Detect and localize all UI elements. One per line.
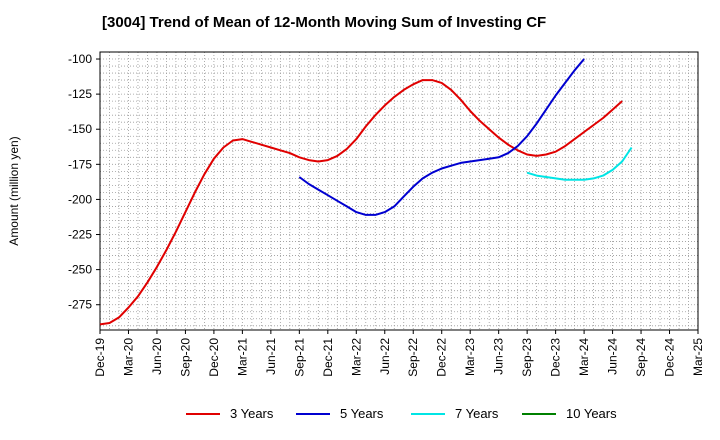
x-tick-label: Mar-21 <box>235 338 249 376</box>
y-tick-label: -275 <box>68 298 92 312</box>
legend-label: 7 Years <box>455 406 499 421</box>
y-tick-label: -200 <box>68 192 92 206</box>
x-tick-label: Sep-22 <box>406 338 420 377</box>
legend-item: 10 Years <box>522 406 617 421</box>
legend-swatch <box>411 412 445 415</box>
x-tick-label: Mar-25 <box>691 338 705 376</box>
series-line-5-years <box>298 58 585 216</box>
x-tick-label: Mar-23 <box>463 338 477 376</box>
x-tick-label: Mar-22 <box>349 338 363 376</box>
grid <box>100 51 698 330</box>
x-axis-ticks: Dec-19 Mar-20 Jun-20 Sep-20 Dec-20 Mar-21 Jun-… <box>93 330 705 377</box>
x-tick-label: Dec-21 <box>321 338 335 377</box>
legend-item: 5 Years <box>296 406 383 421</box>
x-tick-label: Dec-22 <box>435 338 449 377</box>
x-tick-label: Mar-20 <box>121 338 135 376</box>
y-tick-label: -250 <box>68 263 92 277</box>
series-line-7-years <box>526 146 633 181</box>
y-tick-label: -150 <box>68 122 92 136</box>
plot-frame <box>99 51 699 331</box>
x-tick-label: Jun-23 <box>492 338 506 375</box>
x-tick-label: Dec-23 <box>549 338 563 377</box>
legend: 3 Years 5 Years 7 Years 10 Years <box>0 406 720 426</box>
legend-swatch <box>296 412 330 415</box>
x-tick-label: Jun-21 <box>264 338 278 375</box>
chart-title: [3004] Trend of Mean of 12-Month Moving … <box>102 14 547 31</box>
x-tick-label: Sep-21 <box>292 338 306 377</box>
x-tick-label: Dec-24 <box>663 338 677 377</box>
x-tick-label: Dec-19 <box>93 338 107 377</box>
legend-item: 7 Years <box>411 406 498 421</box>
x-tick-label: Sep-20 <box>178 338 192 377</box>
legend-label: 3 Years <box>230 406 274 421</box>
x-tick-label: Jun-24 <box>606 338 620 375</box>
y-axis-label: Amount (million yen) <box>7 136 21 245</box>
legend-swatch <box>522 412 556 415</box>
y-tick-label: -225 <box>68 228 92 242</box>
y-axis-ticks: -100 -125 -150 -175 -200 -225 -250 -275 <box>68 52 100 312</box>
y-tick-label: -125 <box>68 87 92 101</box>
y-tick-label: -175 <box>68 157 92 171</box>
x-tick-label: Sep-23 <box>520 338 534 377</box>
legend-item: 3 Years <box>186 406 273 421</box>
legend-swatch <box>186 412 220 415</box>
x-tick-label: Jun-22 <box>378 338 392 375</box>
x-tick-label: Sep-24 <box>634 338 648 377</box>
series-line-3-years <box>99 79 623 326</box>
legend-label: 10 Years <box>566 406 617 421</box>
y-tick-label: -100 <box>68 52 92 66</box>
x-tick-label: Mar-24 <box>577 338 591 376</box>
x-tick-label: Dec-20 <box>207 338 221 377</box>
x-tick-label: Jun-20 <box>150 338 164 375</box>
legend-label: 5 Years <box>340 406 384 421</box>
series-lines <box>99 58 633 326</box>
